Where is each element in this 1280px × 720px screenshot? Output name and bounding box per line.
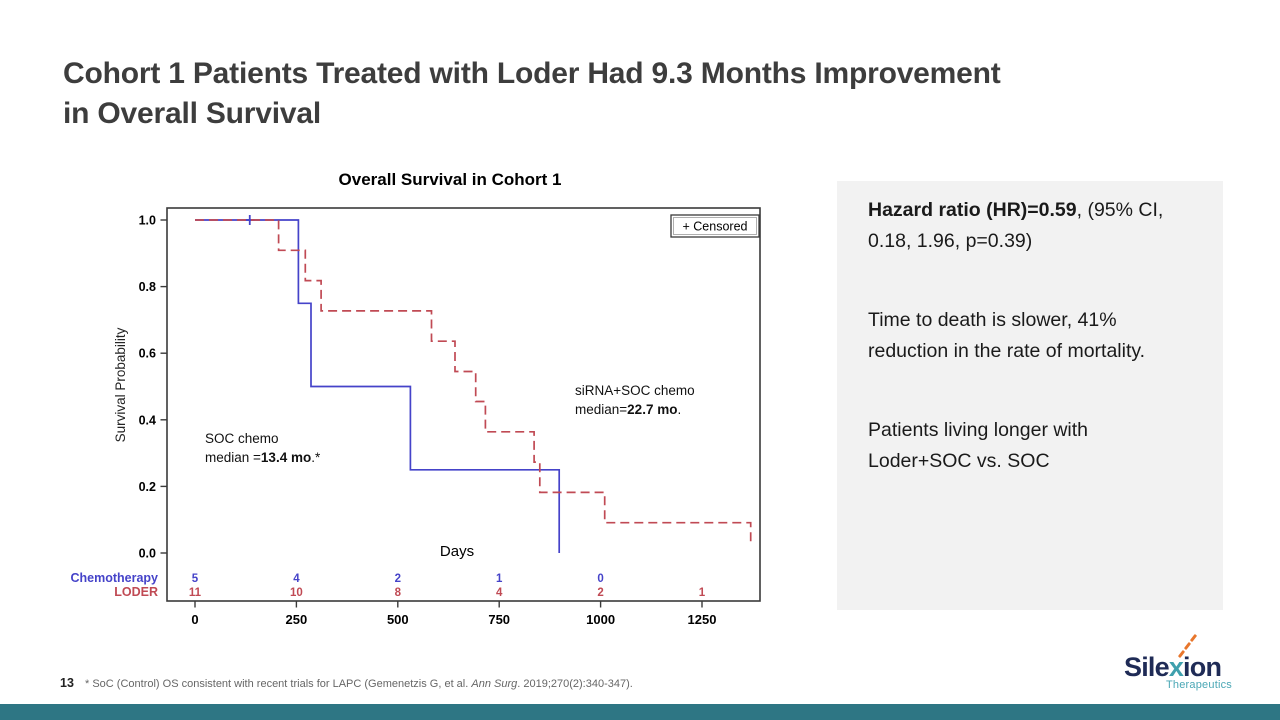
annotation-sirna-median: siRNA+SOC chemo median=22.7 mo. — [575, 381, 695, 419]
at-risk-count: 4 — [293, 573, 300, 585]
plot-frame — [166, 207, 761, 602]
hazard-ratio-rest: , (95% CI, 0.18, 1.96, p=0.39) — [868, 199, 1164, 252]
logo-text-post: ion — [1183, 652, 1222, 682]
x-tick-label: 0 — [191, 612, 198, 627]
y-axis-label: Survival Probability — [113, 327, 128, 443]
km-plot: 0.00.20.40.60.81.00 250 500 750 1000 1250+ Ce… — [70, 207, 761, 627]
y-tick-label: 0.4 — [139, 413, 156, 427]
at-risk-count: 0 — [597, 573, 603, 585]
silexion-logo: Silexion Therapeutics — [1124, 633, 1234, 698]
logo-x-accent: x — [1168, 652, 1184, 682]
hazard-ratio-bold: Hazard ratio (HR)=0.59 — [868, 199, 1077, 221]
y-tick-label: 0.0 — [139, 547, 156, 561]
x-tick-label: 250 — [286, 612, 308, 627]
at-risk-count: 2 — [597, 587, 603, 599]
slide-title-line-1: Cohort 1 Patients Treated with Loder Had… — [63, 57, 1001, 90]
sirna-label: siRNA+SOC chemo — [575, 383, 695, 398]
y-tick-label: 0.2 — [139, 480, 156, 494]
logo-orange-dash-icon — [1189, 633, 1198, 643]
at-risk-count: 5 — [192, 573, 199, 585]
sirna-median-prefix: median= — [575, 402, 628, 417]
slide-title: Cohort 1 Patients Treated with Loder Had… — [63, 54, 1223, 134]
soc-median-suffix: .* — [311, 450, 321, 465]
km-curve-chemotherapy — [195, 219, 561, 553]
at-risk-count: 4 — [496, 587, 503, 599]
key-results-panel: Hazard ratio (HR)=0.59, (95% CI, 0.18, 1… — [837, 181, 1223, 610]
sirna-median-suffix: . — [677, 402, 682, 417]
x-tick-label: 1250 — [688, 612, 717, 627]
hazard-ratio-text: Hazard ratio (HR)=0.59, (95% CI, 0.18, 1… — [868, 195, 1193, 257]
y-tick-label: 1.0 — [139, 214, 156, 228]
x-tick-label: 750 — [488, 612, 510, 627]
x-axis-label: Days — [439, 543, 475, 560]
slide-title-line-2: in Overall Survival — [63, 97, 321, 130]
x-tick-label: 500 — [387, 612, 409, 627]
legend-label: + Censored — [683, 220, 748, 234]
chart-title: Overall Survival in Cohort 1 — [338, 170, 562, 189]
at-risk-count: 10 — [290, 587, 303, 599]
sirna-median-value: 22.7 mo — [627, 402, 678, 417]
soc-label: SOC chemo — [205, 431, 279, 446]
logo-text-pre: Sile — [1124, 652, 1170, 682]
annotation-soc-median: SOC chemo median =13.4 mo.* — [205, 429, 320, 467]
at-risk-row-label: LODER — [114, 585, 158, 599]
living-longer-text: Patients living longer with Loder+SOC vs… — [868, 419, 1089, 472]
soc-median-prefix: median = — [205, 450, 261, 465]
x-tick-label: 1000 — [586, 612, 615, 627]
footnote-journal: Ann Surg — [471, 678, 518, 690]
legend-box — [670, 214, 760, 238]
mortality-reduction-text: Time to death is slower, 41% reduction i… — [868, 309, 1146, 362]
soc-median-value: 13.4 mo — [260, 450, 312, 465]
at-risk-count: 1 — [496, 573, 503, 585]
at-risk-count: 8 — [395, 587, 402, 599]
at-risk-count: 11 — [189, 587, 202, 599]
bottom-accent-bar — [0, 704, 1280, 720]
at-risk-row-label: Chemotherapy — [70, 571, 158, 585]
page-number: 13 — [60, 676, 74, 690]
logo-orange-dash-icon — [1183, 641, 1192, 651]
logo-subtitle: Therapeutics — [1166, 679, 1232, 691]
silexion-wordmark: Silexion — [1124, 633, 1234, 682]
at-risk-count: 2 — [395, 573, 401, 585]
y-tick-label: 0.8 — [139, 280, 156, 294]
footnote-pre: * SoC (Control) OS consistent with recen… — [85, 678, 472, 690]
footnote: * SoC (Control) OS consistent with recen… — [85, 678, 633, 690]
survival-chart: Overall Survival in Cohort 1 0.0 0.2 0.4 0.… — [60, 165, 785, 645]
y-tick-label: 0.6 — [139, 347, 156, 361]
footnote-post: . 2019;270(2):340-347). — [517, 678, 633, 690]
at-risk-count: 1 — [699, 587, 706, 599]
km-curve-loder — [195, 219, 752, 547]
